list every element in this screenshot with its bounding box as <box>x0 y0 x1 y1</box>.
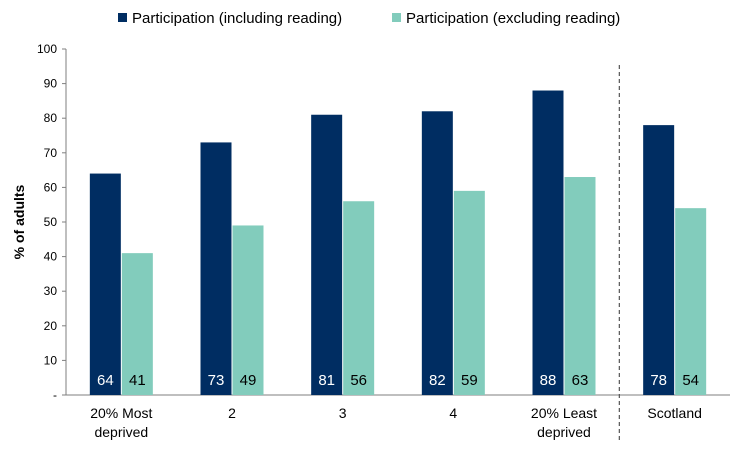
bar <box>343 201 375 395</box>
y-tick-label: 80 <box>44 111 58 125</box>
x-category-label: 20% Least deprived <box>531 405 597 440</box>
x-category-label: 2 <box>228 405 236 421</box>
legend-label: Participation (including reading) <box>132 10 342 27</box>
y-tick-label: - <box>53 388 57 402</box>
bar <box>532 90 564 396</box>
bar <box>421 111 453 395</box>
bar <box>121 253 153 395</box>
bar <box>232 225 264 395</box>
y-axis-label: % of adults <box>11 184 27 259</box>
bar <box>675 208 707 395</box>
y-tick-label: 20 <box>44 319 58 333</box>
data-label: 78 <box>650 372 667 389</box>
y-tick-label: 30 <box>44 284 58 298</box>
x-category-label: 3 <box>339 405 347 421</box>
data-labels: 64 41 73 49 81 56 82 59 88 63 78 54 <box>97 372 699 389</box>
y-tick-label: 10 <box>44 353 58 367</box>
data-label: 59 <box>461 372 478 389</box>
bar <box>311 114 343 396</box>
data-label: 73 <box>208 372 225 389</box>
bars <box>89 90 707 396</box>
legend-swatch <box>392 13 401 22</box>
y-tick-label: 50 <box>44 215 58 229</box>
y-tick-label: 70 <box>44 146 58 160</box>
legend: Participation (including reading) Partici… <box>118 10 620 27</box>
data-label: 49 <box>240 372 257 389</box>
y-tick-label: 60 <box>44 180 58 194</box>
data-label: 81 <box>318 372 335 389</box>
y-tick-label: 100 <box>37 42 57 56</box>
x-axis-categories: 20% Most deprived 2 3 4 20% Least deprived Scot… <box>90 405 702 440</box>
bar <box>200 142 232 395</box>
data-label: 54 <box>682 372 699 389</box>
y-tick-label: 90 <box>44 77 58 91</box>
bar <box>564 177 596 395</box>
legend-swatch <box>118 13 127 22</box>
bar <box>453 190 485 395</box>
data-label: 63 <box>572 372 589 389</box>
data-label: 41 <box>129 372 146 389</box>
data-label: 56 <box>350 372 367 389</box>
y-axis-ticks: - 10 20 30 40 50 60 70 80 90 100 <box>37 42 66 402</box>
data-label: 88 <box>540 372 557 389</box>
x-category-label: Scotland <box>647 405 701 421</box>
x-category-label: 20% Most deprived <box>90 405 152 440</box>
bar <box>89 173 121 395</box>
data-label: 64 <box>97 372 114 389</box>
bar <box>643 125 675 396</box>
y-tick-label: 40 <box>44 250 58 264</box>
data-label: 82 <box>429 372 446 389</box>
x-category-label: 4 <box>449 405 457 421</box>
legend-label: Participation (excluding reading) <box>406 10 620 27</box>
